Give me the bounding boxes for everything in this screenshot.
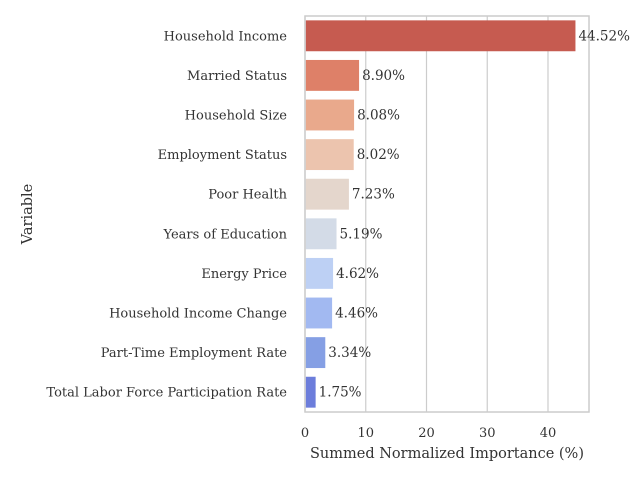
category-label: Total Labor Force Participation Rate xyxy=(46,386,287,401)
x-axis-title: Summed Normalized Importance (%) xyxy=(310,446,584,462)
data-label: 8.90% xyxy=(362,68,405,84)
data-label: 3.34% xyxy=(328,345,371,361)
category-label: Part-Time Employment Rate xyxy=(101,346,288,361)
bar-years-of-education xyxy=(305,218,337,250)
category-label: Employment Status xyxy=(158,148,287,163)
category-label: Energy Price xyxy=(201,267,287,282)
category-label: Poor Health xyxy=(208,188,287,203)
x-tick-label: 0 xyxy=(301,426,309,441)
bar-household-size xyxy=(305,99,355,131)
category-label: Married Status xyxy=(187,69,287,84)
category-label: Household Income xyxy=(164,29,288,44)
y-axis-title: Variable xyxy=(20,184,36,246)
category-label: Household Size xyxy=(185,109,288,124)
plot-frame xyxy=(304,15,590,413)
data-label: 8.02% xyxy=(357,147,400,163)
category-label: Household Income Change xyxy=(109,307,287,322)
bar-household-income xyxy=(305,20,576,52)
x-tick-label: 30 xyxy=(479,426,496,441)
bar-total-labor-force-participation-rate xyxy=(305,376,316,408)
data-label: 7.23% xyxy=(352,187,395,203)
data-labels: 44.52% 8.90% 8.08% 8.02% 7.23% 5.19% 4.62% 4.46… xyxy=(319,28,630,400)
bar-household-income-change xyxy=(305,297,333,329)
data-label: 1.75% xyxy=(319,385,362,401)
x-tick-labels: 0 10 20 30 40 xyxy=(301,426,556,441)
bars xyxy=(305,20,576,408)
data-label: 44.52% xyxy=(578,28,630,44)
data-label: 4.46% xyxy=(335,306,378,322)
category-label: Years of Education xyxy=(163,227,288,242)
x-tick-label: 20 xyxy=(418,426,435,441)
bar-married-status xyxy=(305,59,360,91)
bar-part-time-employment-rate xyxy=(305,337,326,369)
category-labels: Household Income Married Status Household … xyxy=(46,29,287,400)
bar-poor-health xyxy=(305,178,349,210)
bar-energy-price xyxy=(305,257,334,289)
data-label: 8.08% xyxy=(357,108,400,124)
bar-employment-status xyxy=(305,139,354,171)
data-label: 5.19% xyxy=(340,226,383,242)
x-tick-label: 40 xyxy=(540,426,557,441)
data-label: 4.62% xyxy=(336,266,379,282)
x-tick-label: 10 xyxy=(357,426,374,441)
